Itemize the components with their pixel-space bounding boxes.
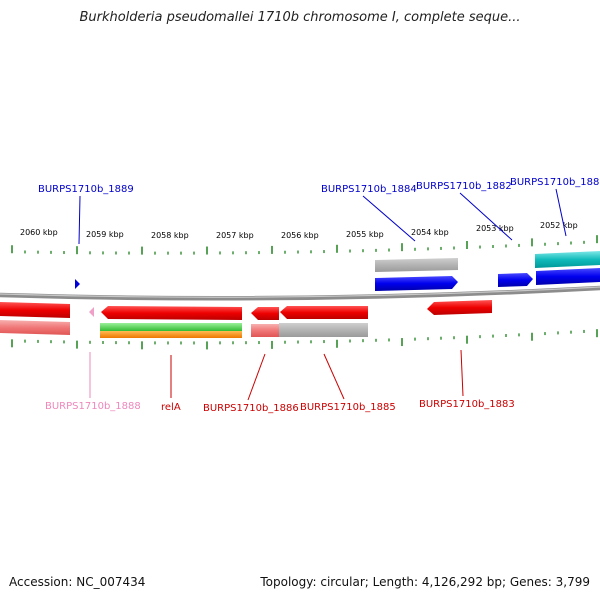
leader-lines <box>78 188 567 401</box>
chromosome-backbone <box>0 285 600 301</box>
top-scale-ticks <box>11 235 598 255</box>
label-burps1710b-1884[interactable]: BURPS1710b_1884 <box>321 184 417 195</box>
label-burps1710b-1885[interactable]: BURPS1710b_1885 <box>300 402 396 413</box>
accession-text: Accession: NC_007434 <box>9 575 146 589</box>
scale-label-2056: 2056 kbp <box>281 231 319 240</box>
topology-text: Topology: circular; Length: 4,126,292 bp… <box>260 575 590 589</box>
scale-label-2060: 2060 kbp <box>20 228 58 237</box>
feature-burps1710b-1883[interactable] <box>427 300 492 315</box>
label-burps1710b-1883[interactable]: BURPS1710b_1883 <box>419 399 515 410</box>
scale-label-2057: 2057 kbp <box>216 231 254 240</box>
feature-burps1710b-1885[interactable] <box>280 306 368 319</box>
feature-burps1710b-1886[interactable] <box>251 307 279 320</box>
feature-burps1710b-1881-cyan[interactable] <box>535 251 600 268</box>
feature-rela-green[interactable] <box>100 323 242 331</box>
chromosome-backbone-highlight <box>0 286 600 298</box>
scale-label-2053: 2053 kbp <box>476 224 514 233</box>
scale-label-2054: 2054 kbp <box>411 228 449 237</box>
feature-burps1710b-1882[interactable] <box>498 273 533 287</box>
feature-left-pink[interactable] <box>0 320 70 335</box>
label-burps1710b-1886[interactable]: BURPS1710b_1886 <box>203 403 299 414</box>
feature-rela-orange[interactable] <box>100 331 242 338</box>
feature-burps1710b-1884-gray[interactable] <box>375 258 458 272</box>
feature-rela[interactable] <box>101 306 242 320</box>
label-burps1710b-1882[interactable]: BURPS1710b_1882 <box>416 181 512 192</box>
scale-label-2059: 2059 kbp <box>86 230 124 239</box>
label-burps1710b-1888[interactable]: BURPS1710b_1888 <box>45 401 141 412</box>
scale-label-2052: 2052 kbp <box>540 221 578 230</box>
feature-burps1710b-1888[interactable] <box>89 307 94 317</box>
feature-burps1710b-1886-pink[interactable] <box>251 324 279 337</box>
label-burps1710b-1881[interactable]: BURPS1710b_1881 <box>510 177 600 188</box>
feature-burps1710b-1889[interactable] <box>75 279 80 289</box>
feature-left-red[interactable] <box>0 302 70 318</box>
bottom-scale-ticks <box>11 329 598 350</box>
label-rela[interactable]: relA <box>161 402 181 413</box>
feature-burps1710b-1881[interactable] <box>536 268 600 285</box>
feature-burps1710b-1884[interactable] <box>375 276 458 291</box>
scale-label-2058: 2058 kbp <box>151 231 189 240</box>
label-burps1710b-1889[interactable]: BURPS1710b_1889 <box>38 184 134 195</box>
feature-burps1710b-1885-gray[interactable] <box>279 323 368 337</box>
map-title: Burkholderia pseudomallei 1710b chromoso… <box>79 10 521 25</box>
scale-label-2055: 2055 kbp <box>346 230 384 239</box>
